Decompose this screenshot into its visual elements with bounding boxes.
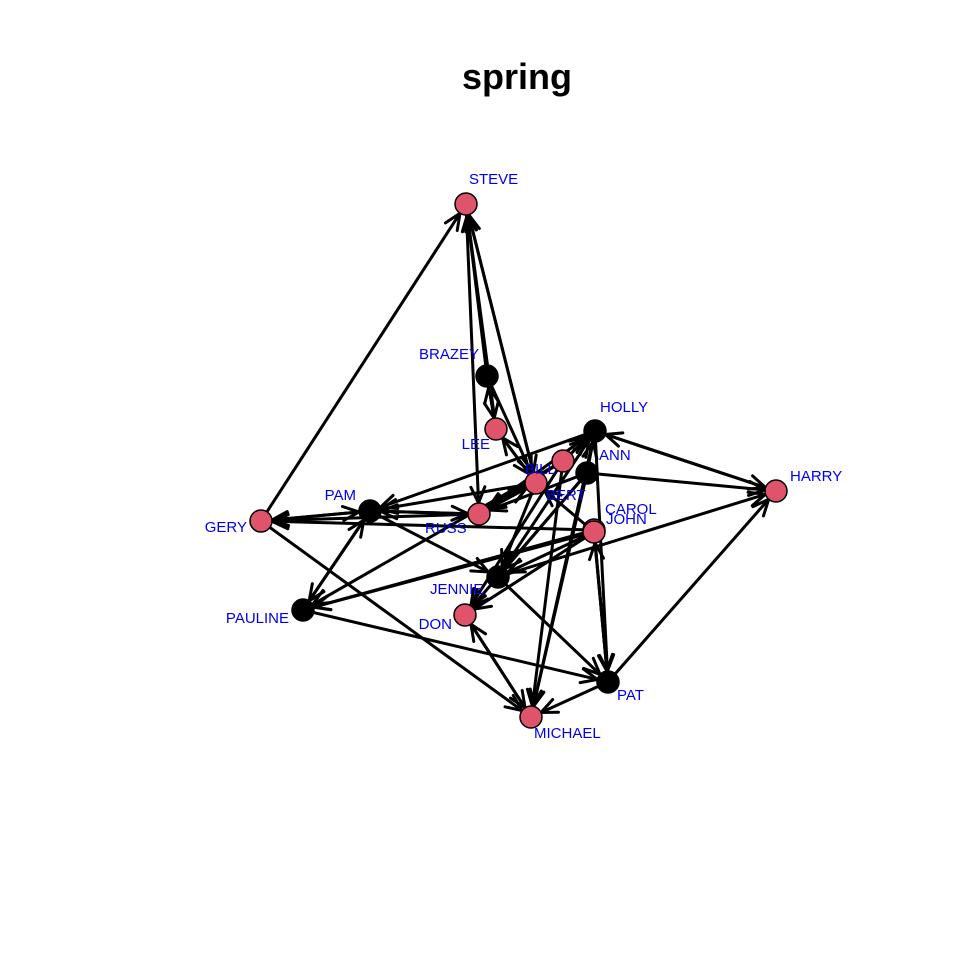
node-label-pauline: PAULINE — [226, 610, 289, 627]
node-gery — [249, 509, 273, 533]
node-michael — [519, 705, 543, 729]
node-pam — [358, 499, 382, 523]
edge-ann-harry — [596, 472, 769, 497]
node-label-brazey: BRAZEY — [419, 346, 479, 363]
node-label-gery: GERY — [205, 519, 247, 536]
node-don — [453, 603, 477, 627]
node-label-bill: BILL — [525, 461, 556, 478]
node-john — [582, 520, 606, 544]
node-holly — [583, 419, 607, 443]
labels-layer: STEVE BRAZEY LEE BILL HOLLY ANN HARRY BERT PAM GE… — [205, 171, 843, 742]
edge-carol-pauline — [309, 531, 585, 612]
node-label-steve: STEVE — [469, 171, 518, 188]
node-label-lee: LEE — [462, 436, 490, 453]
node-ann — [575, 461, 599, 485]
node-label-jennie: JENNIE — [430, 581, 483, 598]
node-label-harry: HARRY — [790, 468, 842, 485]
edges-layer — [265, 210, 772, 714]
node-harry — [764, 479, 788, 503]
node-label-holly: HOLLY — [600, 399, 648, 416]
node-russ — [467, 502, 491, 526]
node-label-pat: PAT — [617, 687, 644, 704]
node-bert — [524, 471, 548, 495]
node-pauline — [291, 598, 315, 622]
node-steve — [454, 192, 478, 216]
node-label-john: JOHN — [606, 511, 647, 528]
node-label-pam: PAM — [325, 487, 356, 504]
edge-michael-don — [468, 621, 527, 710]
node-label-ann: ANN — [599, 447, 631, 464]
nodes-layer — [249, 192, 788, 729]
node-bill — [551, 449, 575, 473]
node-label-bert: BERT — [546, 487, 586, 504]
node-lee — [484, 417, 508, 441]
node-label-carol: CAROL — [605, 501, 657, 518]
node-pat — [596, 670, 620, 694]
edge-pauline-pat — [312, 611, 601, 685]
node-label-russ: RUSS — [425, 520, 467, 537]
node-label-don: DON — [419, 616, 452, 633]
node-label-michael: MICHAEL — [534, 725, 601, 742]
node-jennie — [486, 565, 510, 589]
edge-john-pauline — [310, 533, 585, 612]
node-brazey — [475, 364, 499, 388]
graph-title: spring — [461, 56, 572, 97]
edge-pat-michael — [537, 685, 600, 714]
